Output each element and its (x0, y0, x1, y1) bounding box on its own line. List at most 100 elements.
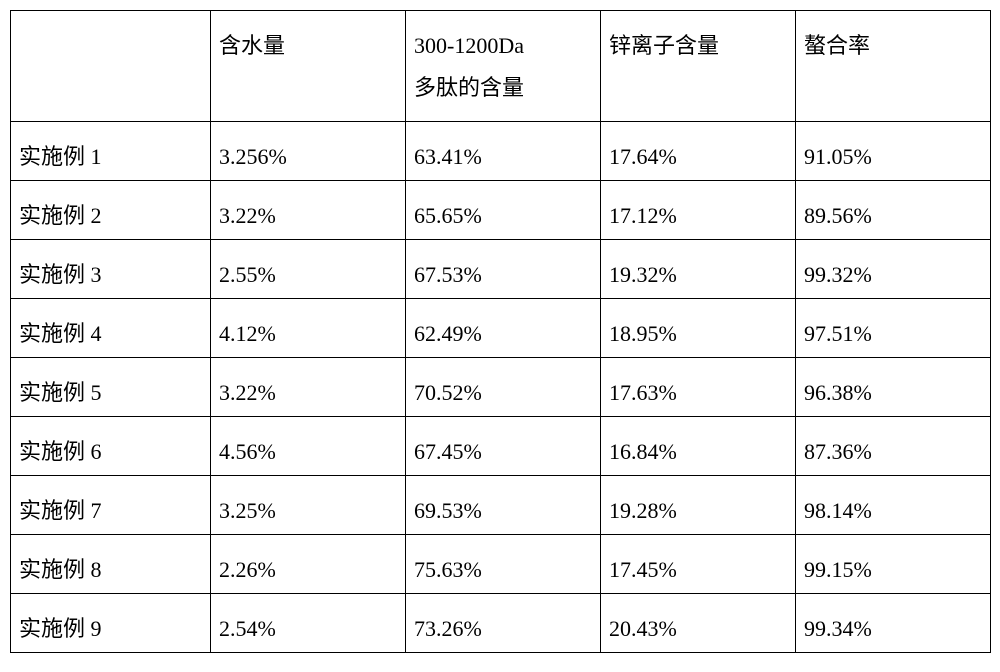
table-row: 实施例 5 3.22% 70.52% 17.63% 96.38% (11, 358, 991, 417)
table-row: 实施例 8 2.26% 75.63% 17.45% 99.15% (11, 535, 991, 594)
cell-text: 67.45% (406, 417, 600, 473)
cell: 96.38% (796, 358, 991, 417)
cell-text: 20.43% (601, 594, 795, 650)
cell-text: 16.84% (601, 417, 795, 473)
cell-text: 2.26% (211, 535, 405, 591)
cell-text: 实施例 1 (11, 122, 210, 178)
cell-text: 17.45% (601, 535, 795, 591)
cell: 实施例 5 (11, 358, 211, 417)
cell-text: 实施例 6 (11, 417, 210, 473)
cell: 3.256% (211, 122, 406, 181)
cell-text: 实施例 5 (11, 358, 210, 414)
cell-text: 62.49% (406, 299, 600, 355)
cell: 实施例 4 (11, 299, 211, 358)
cell-text: 17.64% (601, 122, 795, 178)
cell: 99.15% (796, 535, 991, 594)
cell-text: 17.63% (601, 358, 795, 414)
cell: 97.51% (796, 299, 991, 358)
cell: 实施例 7 (11, 476, 211, 535)
cell-text: 97.51% (796, 299, 990, 355)
cell: 19.32% (601, 240, 796, 299)
cell-text: 实施例 9 (11, 594, 210, 650)
cell-text: 3.22% (211, 358, 405, 414)
cell: 87.36% (796, 417, 991, 476)
cell-text: 19.32% (601, 240, 795, 296)
header-cell-zinc: 锌离子含量 (601, 11, 796, 122)
cell-text: 65.65% (406, 181, 600, 237)
cell: 2.55% (211, 240, 406, 299)
cell-text: 4.56% (211, 417, 405, 473)
cell: 17.64% (601, 122, 796, 181)
cell: 70.52% (406, 358, 601, 417)
table-row: 实施例 3 2.55% 67.53% 19.32% 99.32% (11, 240, 991, 299)
cell-text: 91.05% (796, 122, 990, 178)
header-cell-chelation: 螯合率 (796, 11, 991, 122)
cell-text: 18.95% (601, 299, 795, 355)
header-text: 300-1200Da多肽的含量 (406, 11, 600, 109)
cell: 19.28% (601, 476, 796, 535)
cell-text: 96.38% (796, 358, 990, 414)
cell: 17.12% (601, 181, 796, 240)
cell: 67.45% (406, 417, 601, 476)
cell-text: 99.15% (796, 535, 990, 591)
table-body: 含水量 300-1200Da多肽的含量 锌离子含量 螯合率 实施例 1 3.25… (11, 11, 991, 653)
cell: 99.32% (796, 240, 991, 299)
cell-text: 4.12% (211, 299, 405, 355)
cell: 4.56% (211, 417, 406, 476)
cell-text: 3.256% (211, 122, 405, 178)
cell: 实施例 2 (11, 181, 211, 240)
cell: 17.63% (601, 358, 796, 417)
table-row: 实施例 7 3.25% 69.53% 19.28% 98.14% (11, 476, 991, 535)
cell-text: 2.54% (211, 594, 405, 650)
cell: 62.49% (406, 299, 601, 358)
cell: 89.56% (796, 181, 991, 240)
cell: 17.45% (601, 535, 796, 594)
cell-text: 3.25% (211, 476, 405, 532)
cell-text: 63.41% (406, 122, 600, 178)
cell: 63.41% (406, 122, 601, 181)
cell: 实施例 1 (11, 122, 211, 181)
cell-text: 69.53% (406, 476, 600, 532)
cell: 3.25% (211, 476, 406, 535)
cell-text: 99.34% (796, 594, 990, 650)
cell: 69.53% (406, 476, 601, 535)
cell: 91.05% (796, 122, 991, 181)
header-text (11, 11, 210, 25)
cell-text: 99.32% (796, 240, 990, 296)
header-cell-rowlabel (11, 11, 211, 122)
cell: 实施例 3 (11, 240, 211, 299)
cell: 3.22% (211, 181, 406, 240)
cell: 20.43% (601, 594, 796, 653)
table-row: 实施例 6 4.56% 67.45% 16.84% 87.36% (11, 417, 991, 476)
cell: 99.34% (796, 594, 991, 653)
header-cell-water: 含水量 (211, 11, 406, 122)
cell-text: 实施例 2 (11, 181, 210, 237)
cell-text: 87.36% (796, 417, 990, 473)
cell-text: 89.56% (796, 181, 990, 237)
cell: 98.14% (796, 476, 991, 535)
cell-text: 17.12% (601, 181, 795, 237)
table-row: 实施例 2 3.22% 65.65% 17.12% 89.56% (11, 181, 991, 240)
cell: 18.95% (601, 299, 796, 358)
cell: 实施例 9 (11, 594, 211, 653)
header-cell-peptide: 300-1200Da多肽的含量 (406, 11, 601, 122)
cell-text: 实施例 3 (11, 240, 210, 296)
table-header-row: 含水量 300-1200Da多肽的含量 锌离子含量 螯合率 (11, 11, 991, 122)
cell-text: 98.14% (796, 476, 990, 532)
cell: 3.22% (211, 358, 406, 417)
cell: 实施例 8 (11, 535, 211, 594)
cell: 73.26% (406, 594, 601, 653)
cell: 2.54% (211, 594, 406, 653)
cell-text: 实施例 8 (11, 535, 210, 591)
data-table: 含水量 300-1200Da多肽的含量 锌离子含量 螯合率 实施例 1 3.25… (10, 10, 991, 653)
cell-text: 73.26% (406, 594, 600, 650)
cell-text: 19.28% (601, 476, 795, 532)
table-row: 实施例 9 2.54% 73.26% 20.43% 99.34% (11, 594, 991, 653)
cell-text: 75.63% (406, 535, 600, 591)
table-row: 实施例 1 3.256% 63.41% 17.64% 91.05% (11, 122, 991, 181)
cell-text: 3.22% (211, 181, 405, 237)
cell-text: 2.55% (211, 240, 405, 296)
cell: 67.53% (406, 240, 601, 299)
cell: 2.26% (211, 535, 406, 594)
cell-text: 70.52% (406, 358, 600, 414)
